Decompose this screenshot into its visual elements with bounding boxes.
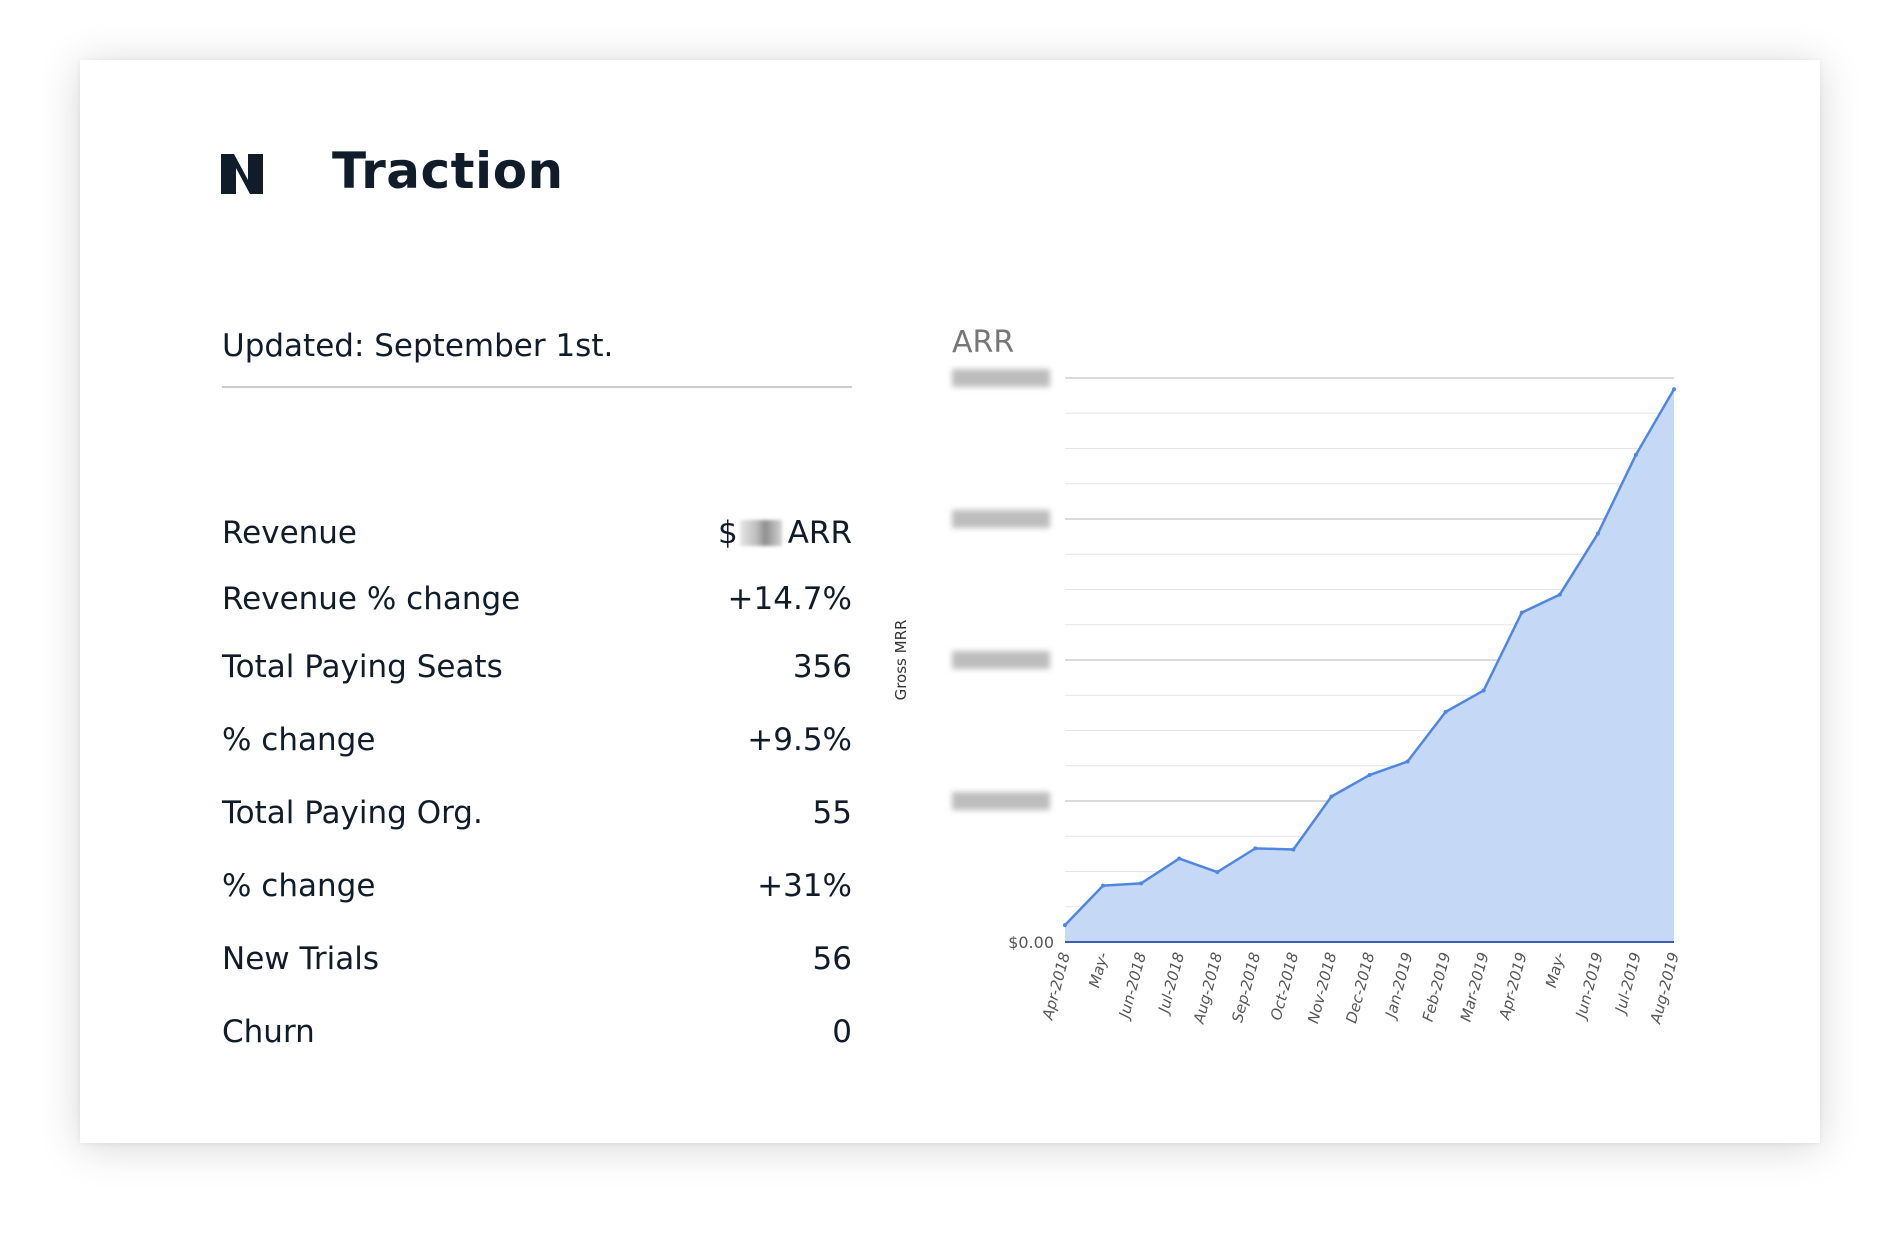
data-point (1557, 592, 1562, 597)
data-point (1672, 387, 1676, 392)
metric-label: Total Paying Seats (222, 649, 503, 685)
x-tick-label: Aug-2019 (1646, 950, 1683, 1026)
metric-label: Total Paying Org. (222, 795, 483, 831)
traction-card: Traction Updated: September 1st. Revenue… (80, 60, 1820, 1143)
data-point (1519, 610, 1524, 615)
x-tick-label: May- (1542, 950, 1569, 989)
x-tick-label: Jan-2019 (1381, 950, 1416, 1022)
metric-label: New Trials (222, 941, 379, 977)
x-tick-label: Oct-2018 (1267, 950, 1302, 1022)
x-tick-label: Dec-2018 (1342, 950, 1378, 1025)
metric-value: 55 (812, 795, 852, 831)
metric-row-org-change: % change +31% (222, 868, 852, 912)
y-axis-label: Gross MRR (892, 620, 910, 701)
data-point (1215, 870, 1220, 875)
x-tick-label: Feb-2019 (1419, 950, 1455, 1023)
metric-value: 356 (792, 649, 852, 685)
x-tick-label: Apr-2019 (1495, 950, 1530, 1022)
metric-row-paying-seats: Total Paying Seats 356 (222, 649, 852, 693)
x-tick-label: Sep-2018 (1228, 950, 1264, 1024)
metric-label: % change (222, 868, 376, 904)
data-point (1633, 452, 1638, 457)
data-point (1139, 881, 1144, 886)
metric-value: +14.7% (727, 581, 852, 617)
metric-row-new-trials: New Trials 56 (222, 941, 852, 985)
data-point (1481, 688, 1486, 693)
chart-title: ARR (952, 325, 1014, 360)
metric-label: Revenue % change (222, 581, 521, 617)
brand-logo (221, 154, 263, 194)
divider (222, 386, 852, 388)
data-point (1405, 759, 1410, 764)
metric-label: % change (222, 722, 376, 758)
x-tick-label: May- (1085, 950, 1112, 989)
redacted-y-tick-label (952, 369, 1050, 387)
x-tick-label: Aug-2018 (1190, 950, 1227, 1026)
metric-value: 0 (832, 1014, 852, 1050)
series-area (1065, 389, 1674, 942)
data-point (1595, 531, 1600, 536)
metric-row-churn: Churn 0 (222, 1014, 852, 1058)
page-title: Traction (332, 142, 564, 200)
data-point (1291, 847, 1296, 852)
redacted-y-tick-label (952, 651, 1050, 669)
metric-row-revenue: Revenue $ ARR (222, 515, 852, 559)
data-point (1367, 773, 1372, 778)
x-tick-label: Nov-2018 (1304, 950, 1340, 1025)
metric-value: +31% (757, 868, 852, 904)
metric-row-paying-org: Total Paying Org. 55 (222, 795, 852, 839)
metric-unit: ARR (787, 515, 852, 551)
data-point (1063, 923, 1067, 928)
x-tick-label: Jun-2018 (1114, 950, 1150, 1022)
metric-value: +9.5% (747, 722, 852, 758)
redacted-y-tick-label (952, 792, 1050, 810)
metric-row-seats-change: % change +9.5% (222, 722, 852, 766)
metric-value: 56 (812, 941, 852, 977)
redacted-value (739, 520, 782, 546)
y-tick-label: $0.00 (1008, 933, 1054, 952)
data-point (1443, 709, 1448, 714)
currency-prefix: $ (717, 515, 738, 551)
metric-label: Churn (222, 1014, 315, 1050)
metric-row-revenue-change: Revenue % change +14.7% (222, 581, 852, 625)
data-point (1177, 856, 1182, 861)
x-tick-label: Jul-2018 (1154, 950, 1188, 1017)
redacted-y-tick-label (952, 510, 1050, 528)
data-point (1101, 883, 1106, 888)
updated-date: Updated: September 1st. (222, 328, 614, 364)
metric-label: Revenue (222, 515, 358, 551)
x-tick-label: Apr-2018 (1038, 950, 1073, 1022)
data-point (1253, 846, 1258, 851)
x-tick-label: Jul-2019 (1611, 950, 1645, 1017)
x-tick-label: Mar-2019 (1457, 950, 1493, 1023)
metric-value: $ ARR (718, 515, 852, 551)
data-point (1329, 794, 1334, 799)
x-tick-label: Jun-2019 (1571, 950, 1607, 1022)
